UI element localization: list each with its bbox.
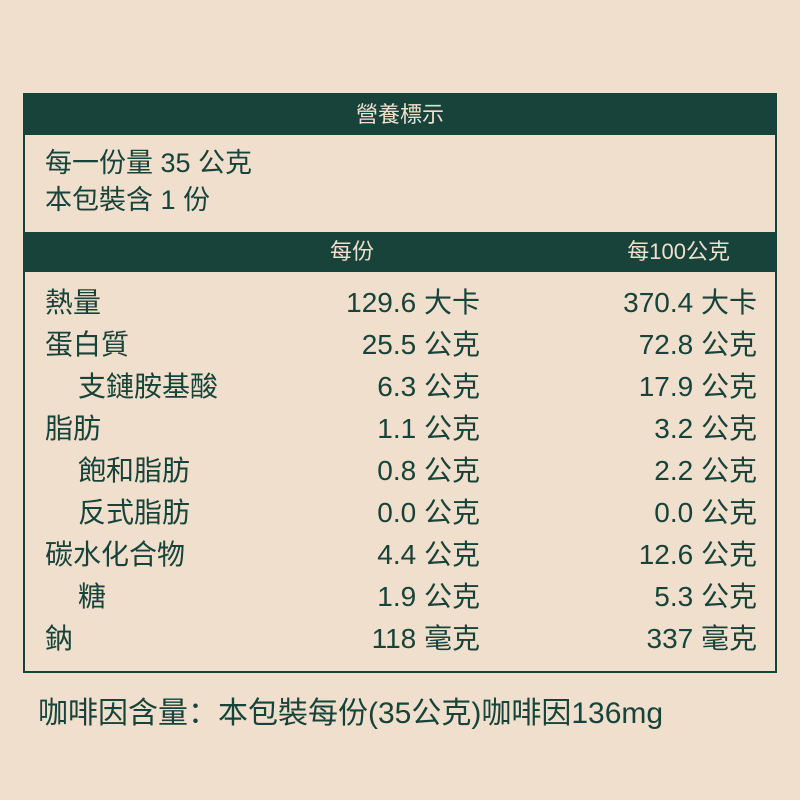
per-serving-value: 4.4 公克 (377, 539, 480, 570)
per-serving-value: 1.9 公克 (377, 581, 480, 612)
nutrient-name: 蛋白質 (45, 329, 130, 360)
table-row: 脂肪 1.1 公克 3.2 公克 (25, 408, 775, 450)
table-row: 鈉 118 毫克 337 毫克 (25, 618, 775, 660)
nutrient-rows: 熱量 129.6 大卡 370.4 大卡蛋白質 25.5 公克 72.8 公克支鏈胺基酸… (25, 282, 775, 660)
per-serving-value: 1.1 公克 (377, 413, 480, 444)
nutrient-name: 飽和脂肪 (78, 455, 191, 486)
nutrient-name: 反式脂肪 (78, 497, 191, 528)
nutrient-name: 支鏈胺基酸 (78, 371, 219, 402)
per-100g-value: 12.6 公克 (638, 539, 757, 570)
per-100g-value: 3.2 公克 (654, 413, 757, 444)
nutrition-facts-table: 營養標示 每一份量 35 公克 本包裝含 1 份 每份 每100公克 熱量 129… (23, 93, 777, 673)
per-serving-value: 0.8 公克 (377, 455, 480, 486)
per-100g-value: 72.8 公克 (638, 329, 757, 360)
per-serving-value: 118 毫克 (371, 623, 480, 654)
per-serving-value: 0.0 公克 (377, 497, 480, 528)
per-serving-value: 25.5 公克 (361, 329, 480, 360)
per-100g-value: 370.4 大卡 (623, 287, 757, 318)
per-100g-value: 17.9 公克 (638, 371, 757, 402)
table-row: 碳水化合物 4.4 公克 12.6 公克 (25, 534, 775, 576)
table-row: 熱量 129.6 大卡 370.4 大卡 (25, 282, 775, 324)
per-100g-value: 0.0 公克 (654, 497, 757, 528)
table-row: 蛋白質 25.5 公克 72.8 公克 (25, 324, 775, 366)
per-100g-value: 337 毫克 (646, 623, 758, 654)
table-row: 飽和脂肪 0.8 公克 2.2 公克 (25, 450, 775, 492)
nutrient-name: 脂肪 (45, 413, 102, 444)
nutrient-name: 糖 (78, 581, 107, 612)
table-row: 支鏈胺基酸 6.3 公克 17.9 公克 (25, 366, 775, 408)
per-100g-value: 2.2 公克 (654, 455, 757, 486)
serving-info: 每一份量 35 公克 本包裝含 1 份 (45, 145, 252, 219)
column-header: 每份 每100公克 (25, 232, 775, 272)
column-per-serving: 每份 (330, 239, 375, 264)
column-per-100g: 每100公克 (627, 239, 730, 264)
table-title: 營養標示 (25, 95, 775, 135)
serving-size: 每一份量 35 公克 (45, 148, 253, 178)
nutrient-name: 碳水化合物 (45, 539, 186, 570)
table-row: 反式脂肪 0.0 公克 0.0 公克 (25, 492, 775, 534)
per-100g-value: 5.3 公克 (654, 581, 757, 612)
caffeine-note: 咖啡因含量：本包裝每份(35公克)咖啡因136mg (38, 697, 664, 730)
per-serving-value: 129.6 大卡 (346, 287, 480, 318)
per-serving-value: 6.3 公克 (377, 371, 480, 402)
servings-per-package: 本包裝含 1 份 (45, 185, 211, 215)
nutrient-name: 鈉 (45, 623, 74, 654)
table-row: 糖 1.9 公克 5.3 公克 (25, 576, 775, 618)
nutrient-name: 熱量 (45, 287, 102, 318)
